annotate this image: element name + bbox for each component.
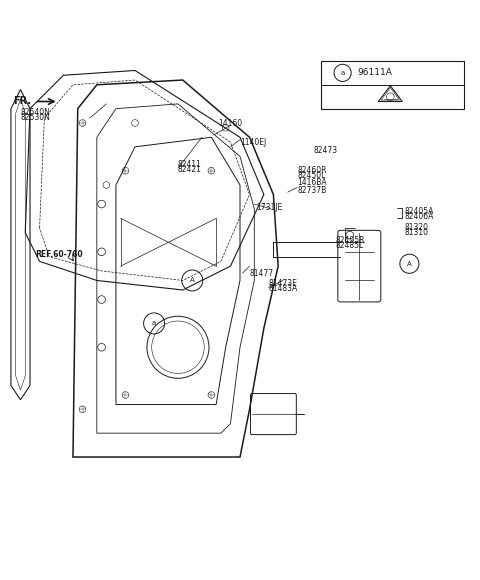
Text: 82737B: 82737B bbox=[297, 186, 326, 195]
Text: 81320: 81320 bbox=[405, 223, 429, 233]
Text: 82530N: 82530N bbox=[21, 113, 50, 122]
Text: 82460R: 82460R bbox=[297, 166, 327, 175]
Text: 81477: 81477 bbox=[250, 269, 274, 278]
Text: 82405A: 82405A bbox=[405, 206, 434, 216]
Text: 82421: 82421 bbox=[178, 165, 202, 174]
Text: 82473: 82473 bbox=[314, 146, 338, 155]
Text: 1416BA: 1416BA bbox=[297, 178, 327, 187]
Text: A: A bbox=[190, 277, 195, 284]
Text: FR.: FR. bbox=[13, 96, 31, 107]
Text: 14160: 14160 bbox=[218, 119, 243, 128]
Text: 1731JE: 1731JE bbox=[257, 203, 283, 212]
Text: a: a bbox=[340, 70, 345, 76]
Text: 82540N: 82540N bbox=[21, 108, 50, 117]
Text: 82485L: 82485L bbox=[336, 241, 364, 250]
Text: a: a bbox=[152, 320, 156, 327]
Text: 1140EJ: 1140EJ bbox=[240, 137, 266, 147]
Text: 81483A: 81483A bbox=[269, 284, 298, 293]
Text: 96111A: 96111A bbox=[357, 68, 392, 77]
Text: 82406A: 82406A bbox=[405, 212, 434, 220]
Text: 82450L: 82450L bbox=[297, 171, 325, 180]
Text: 82411: 82411 bbox=[178, 160, 202, 169]
Text: A: A bbox=[407, 261, 412, 267]
Text: REF.60-760: REF.60-760 bbox=[35, 250, 83, 259]
Text: 81310: 81310 bbox=[405, 229, 429, 237]
Text: 81473E: 81473E bbox=[269, 280, 298, 288]
Text: 82495R: 82495R bbox=[336, 236, 365, 245]
